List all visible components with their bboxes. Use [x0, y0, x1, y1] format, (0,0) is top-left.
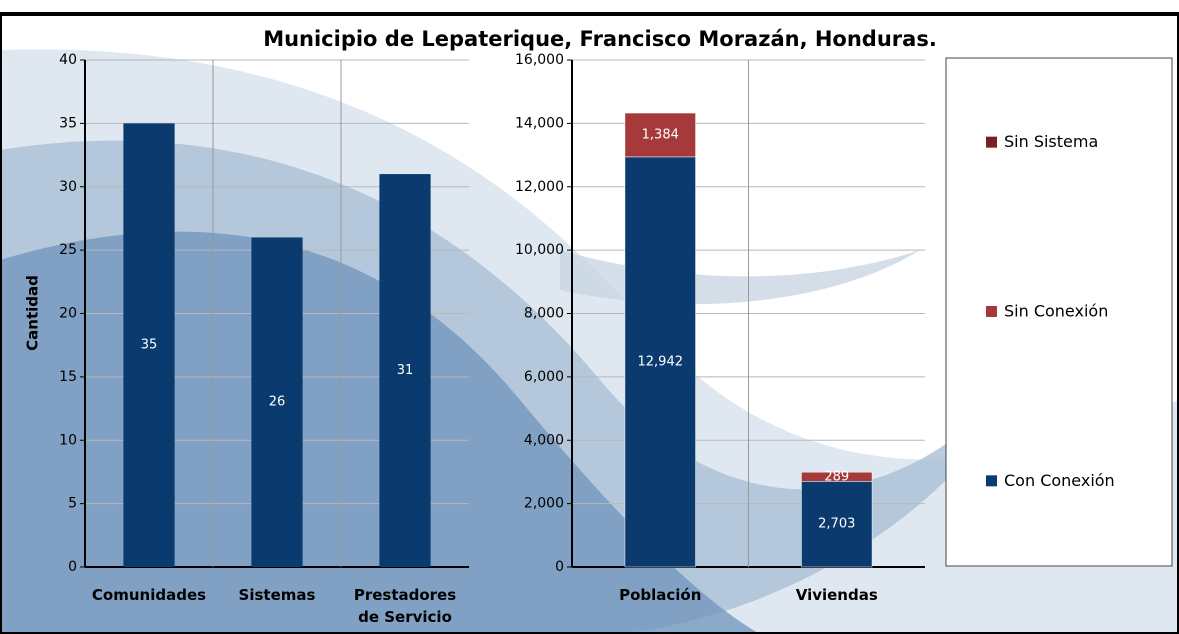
y-tick-label: 10: [59, 432, 77, 448]
x-tick-label: Viviendas: [749, 584, 926, 606]
y-tick-label: 0: [68, 559, 77, 575]
y-tick-label: 6,000: [524, 369, 564, 385]
y-tick-label: 16,000: [515, 52, 564, 68]
value-label: 35: [141, 338, 158, 353]
page: Municipio de Lepaterique, Francisco Mora…: [0, 0, 1179, 634]
x-tick-label: Población: [572, 584, 749, 606]
y-tick-label: 5: [68, 496, 77, 512]
legend-label: Sin Conexión: [1004, 302, 1108, 321]
y-tick-label: 30: [59, 179, 77, 195]
y-tick-label: 40: [59, 52, 77, 68]
y-tick-label: 12,000: [515, 179, 564, 195]
value-label: 1,384: [642, 127, 679, 142]
value-label: 31: [397, 363, 414, 378]
legend-swatch: [986, 306, 997, 317]
x-tick-label: Comunidades: [85, 584, 213, 606]
x-tick-label: Sistemas: [213, 584, 341, 606]
legend-swatch: [986, 137, 997, 148]
y-tick-label: 15: [59, 369, 77, 385]
y-tick-label: 10,000: [515, 242, 564, 258]
y-tick-label: 0: [555, 559, 564, 575]
value-label: 26: [269, 395, 286, 410]
y-tick-label: 35: [59, 115, 77, 131]
legend-label: Con Conexión: [1004, 471, 1115, 490]
y-tick-label: 8,000: [524, 306, 564, 322]
value-label: 2,703: [818, 517, 855, 532]
y-tick-label: 2,000: [524, 496, 564, 512]
chart-title: Municipio de Lepaterique, Francisco Mora…: [263, 27, 937, 51]
y-tick-label: 20: [59, 306, 77, 322]
chart: Municipio de Lepaterique, Francisco Mora…: [0, 0, 1179, 634]
value-label: 12,942: [638, 354, 684, 369]
y-tick-label: 14,000: [515, 115, 564, 131]
y-tick-label: 4,000: [524, 432, 564, 448]
value-label: 289: [824, 469, 849, 484]
x-tick-label: Prestadores de Servicio: [341, 584, 469, 628]
legend-label: Sin Sistema: [1004, 132, 1098, 151]
y-tick-label: 25: [59, 242, 77, 258]
legend-swatch: [986, 475, 997, 486]
y-axis-label: Cantidad: [24, 275, 42, 351]
